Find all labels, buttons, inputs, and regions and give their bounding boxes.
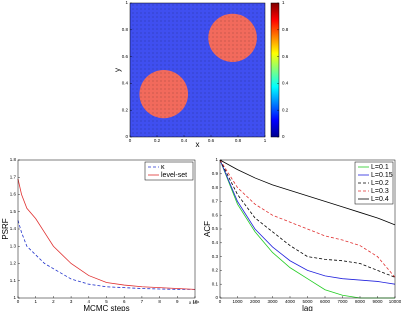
y-tick-label: 0.9: [212, 171, 219, 176]
y-tick-label: 1.5: [10, 209, 17, 214]
y-tick-label: 1: [13, 295, 16, 300]
x-tick-label: 10: [192, 299, 198, 304]
y-tick-label: 0.4: [122, 81, 129, 86]
series-line: [219, 159, 396, 278]
series-line: [17, 220, 195, 290]
x-tick-label: 6000: [320, 299, 331, 304]
x-tick-label: 7: [141, 299, 144, 304]
y-tick-label: 1: [125, 0, 128, 5]
x-tick-label: 1000: [232, 299, 243, 304]
y-tick-label: 0.4: [212, 240, 219, 245]
x-tick-label: 4: [88, 299, 91, 304]
x-tick-label: 5000: [302, 299, 313, 304]
y-tick-label: 1.1: [10, 278, 17, 283]
x-tick-label: 3000: [267, 299, 278, 304]
pixel-texture: [130, 3, 265, 137]
x-tick-label: 0.8: [235, 138, 242, 143]
legend-box: [144, 161, 194, 181]
colorbar-tick-label: 0.6: [282, 54, 289, 59]
y-tick-label: 0.3: [212, 254, 219, 259]
legend-label: L=0.3: [371, 188, 389, 195]
y-tick-label: 1.2: [10, 261, 17, 266]
y-tick-label: 1: [215, 157, 218, 162]
x-tick-label: 1: [264, 138, 267, 143]
x-tick-label: 2: [52, 299, 55, 304]
x-tick-label: 10000: [389, 299, 401, 304]
x-tick-label: 5: [105, 299, 108, 304]
series-line: [17, 178, 196, 290]
y-tick-label: 0.6: [212, 212, 219, 217]
x-tick-label: 9: [176, 299, 179, 304]
x-tick-label: 0: [219, 299, 222, 304]
x-tick-label: 2000: [250, 299, 261, 304]
x-axis-label: lag: [302, 304, 313, 311]
x-multiplier: x 10⁴: [189, 300, 200, 305]
y-tick-label: 0.2: [122, 107, 129, 112]
y-tick-label: 0.5: [212, 226, 219, 231]
legend-label: L=0.15: [371, 172, 393, 179]
x-tick-label: 4000: [285, 299, 296, 304]
colorbar-tick-label: 1: [282, 0, 285, 5]
y-tick-label: 0: [125, 134, 128, 139]
y-tick-label: 0.1: [212, 281, 219, 286]
legend-label: L=0.2: [371, 180, 389, 187]
y-axis-label: ACF: [203, 221, 212, 237]
y-tick-label: 0.8: [122, 27, 129, 32]
legend-box: [354, 161, 394, 205]
x-tick-label: 0: [129, 138, 132, 143]
y-tick-label: 0.6: [122, 54, 129, 59]
series-line: [219, 159, 396, 278]
y-tick-label: 1.7: [10, 174, 17, 179]
x-axis-label: MCMC steps: [83, 304, 129, 311]
axes-box: [129, 2, 266, 138]
y-tick-label: 0.8: [212, 185, 219, 190]
colorbar-tick-label: 0.4: [282, 81, 289, 86]
x-tick-label: 0.6: [208, 138, 215, 143]
x-tick-label: 1: [34, 299, 37, 304]
y-tick-label: 0.7: [212, 199, 219, 204]
x-tick-label: 6: [123, 299, 126, 304]
x-tick-label: 3: [70, 299, 73, 304]
colorbar: [270, 2, 280, 138]
series-line: [219, 159, 396, 285]
legend-label: L=0.4: [371, 196, 389, 203]
y-tick-label: 0: [215, 295, 218, 300]
x-tick-label: 9000: [372, 299, 383, 304]
legend-label: level-set: [161, 172, 187, 179]
y-tick-label: 1.6: [10, 192, 17, 197]
x-tick-label: 0.2: [154, 138, 161, 143]
x-tick-label: 0.4: [181, 138, 188, 143]
y-tick-label: 1.8: [10, 157, 17, 162]
y-tick-label: 1.3: [10, 243, 17, 248]
legend-label: L=0.1: [371, 164, 389, 171]
x-tick-label: 8000: [355, 299, 366, 304]
axes-box: [17, 159, 196, 299]
y-tick-label: 0.2: [212, 268, 219, 273]
colorbar-tick-label: 0: [282, 134, 285, 139]
series-line: [219, 159, 396, 226]
y-tick-label: 1.4: [10, 226, 17, 231]
x-axis-label: x: [196, 140, 200, 149]
legend-label: κ: [161, 164, 165, 171]
x-tick-label: 0: [17, 299, 20, 304]
colorbar-tick-label: 0.8: [282, 27, 289, 32]
y-axis-label: PSRF: [1, 218, 10, 239]
x-tick-label: 7000: [337, 299, 348, 304]
y-axis-label: y: [113, 68, 122, 72]
x-tick-label: 8: [158, 299, 161, 304]
colorbar-tick-label: 0.2: [282, 107, 289, 112]
